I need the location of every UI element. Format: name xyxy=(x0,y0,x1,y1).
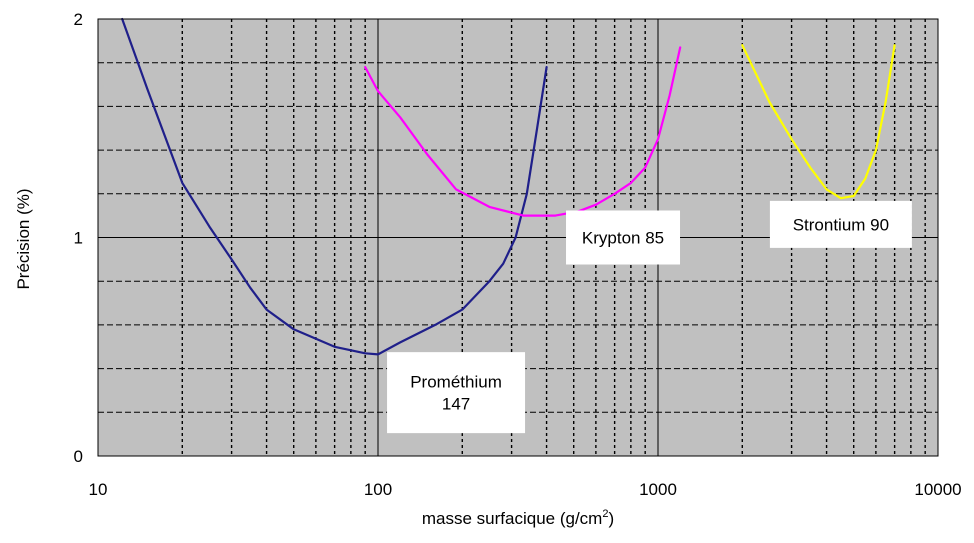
series-labels: Prométhium 147 Krypton 85 Strontium 90 xyxy=(387,200,912,434)
series-label: Krypton 85 xyxy=(566,210,681,265)
series-line xyxy=(741,44,896,200)
series-label-box xyxy=(566,210,681,265)
series-label: Prométhium 147 xyxy=(387,352,526,434)
x-tick-label: 10 xyxy=(89,480,108,499)
series-label-box xyxy=(387,352,526,434)
y-axis-title: Précision (%) xyxy=(14,188,33,289)
plot-border xyxy=(97,18,939,457)
series-label-text: Prométhium xyxy=(410,373,502,392)
x-tick-label: 10000 xyxy=(914,480,961,499)
tick-labels: 10 100 1000 10000 0 1 2 xyxy=(74,10,962,499)
series-label-text: Krypton 85 xyxy=(582,229,664,248)
x-tick-label: 1000 xyxy=(639,480,677,499)
series-line xyxy=(121,17,548,356)
x-axis-title: masse surfacique (g/cm2) xyxy=(422,508,614,528)
x-axis-title-main: masse surfacique (g/cm xyxy=(422,509,602,528)
y-tick-label: 1 xyxy=(74,229,83,248)
series-label-text: 147 xyxy=(442,395,470,414)
series-label: Strontium 90 xyxy=(769,200,912,248)
y-tick-label: 0 xyxy=(74,447,83,466)
x-axis-title-superscript: 2 xyxy=(602,508,608,520)
x-tick-label: 100 xyxy=(364,480,392,499)
y-tick-label: 2 xyxy=(74,10,83,29)
x-axis-title-end: ) xyxy=(608,509,614,528)
series-label-text: Strontium 90 xyxy=(793,215,889,234)
series-label-box xyxy=(769,200,912,248)
